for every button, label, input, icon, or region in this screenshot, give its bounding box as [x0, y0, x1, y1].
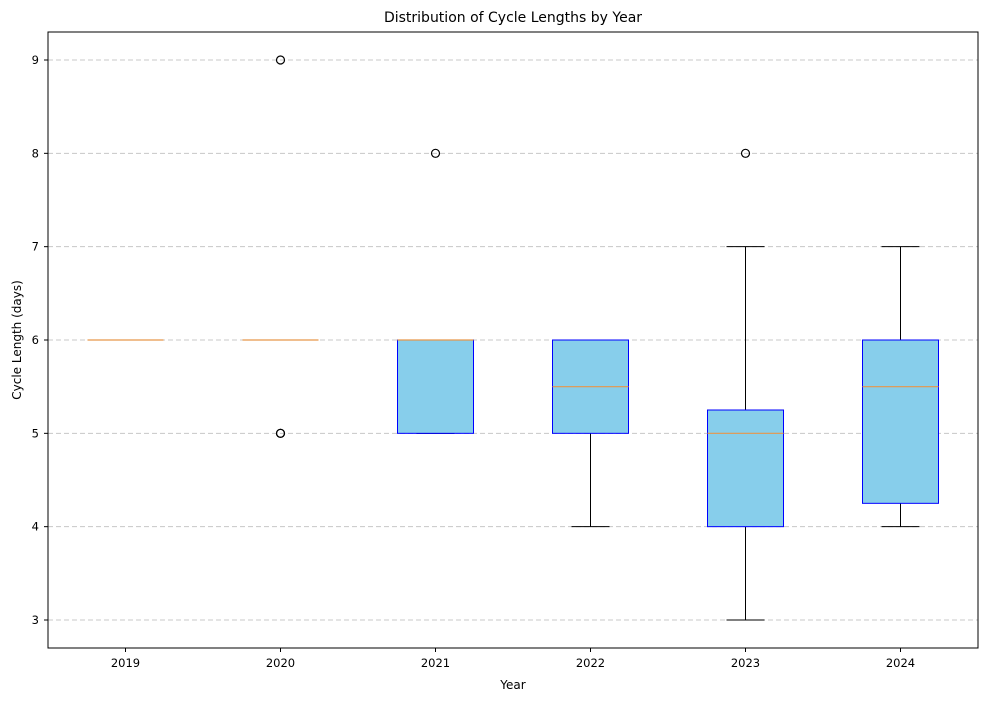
x-tick-label: 2021: [421, 656, 450, 670]
iqr-box: [862, 339, 939, 504]
boxes: [87, 55, 939, 621]
y-tick-label: 9: [32, 53, 39, 67]
outlier-point: [275, 55, 286, 65]
box-2020: [242, 55, 319, 438]
x-tick-label: 2024: [886, 656, 915, 670]
box-2021: [397, 148, 474, 434]
x-tick-label: 2019: [111, 656, 140, 670]
outlier-point: [275, 428, 286, 438]
box-2023: [707, 148, 784, 621]
y-tick-label: 8: [32, 146, 39, 160]
box-2022: [552, 339, 629, 528]
x-tick-label: 2020: [266, 656, 295, 670]
grid-lines: [48, 59, 978, 621]
y-tick-label: 4: [32, 520, 39, 534]
iqr-box: [397, 339, 474, 434]
box-2024: [862, 246, 939, 528]
chart-title: Distribution of Cycle Lengths by Year: [384, 10, 642, 26]
iqr-box: [707, 409, 784, 528]
y-tick-label: 6: [32, 333, 39, 347]
x-tick-label: 2023: [731, 656, 760, 670]
outlier-point: [740, 148, 751, 158]
axis-ticks: 3 4 5 6 7 8 9 2019 2020 2021 2022 2023 2024: [32, 53, 915, 670]
y-tick-label: 7: [32, 240, 39, 254]
outlier-point: [430, 148, 441, 158]
y-axis-label: Cycle Length (days): [10, 280, 24, 400]
x-tick-label: 2022: [576, 656, 605, 670]
y-tick-label: 5: [32, 426, 39, 440]
x-axis-label: Year: [499, 678, 525, 692]
y-tick-label: 3: [32, 613, 39, 627]
